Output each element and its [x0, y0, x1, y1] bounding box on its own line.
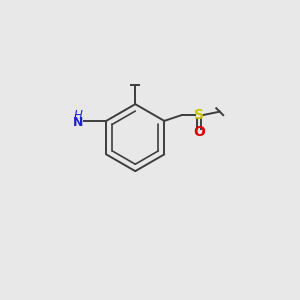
- Text: N: N: [74, 116, 84, 129]
- Text: H: H: [74, 109, 83, 122]
- Text: O: O: [193, 125, 205, 140]
- Text: S: S: [194, 108, 204, 122]
